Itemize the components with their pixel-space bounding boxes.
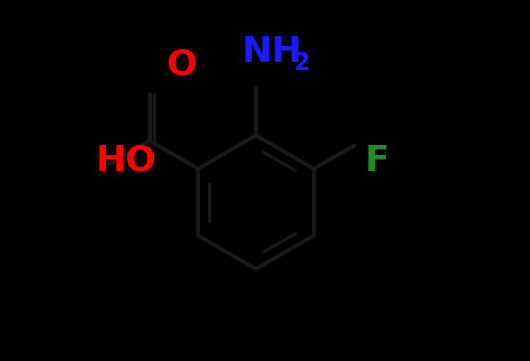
- Text: 2: 2: [293, 51, 310, 75]
- Text: F: F: [365, 144, 389, 178]
- Text: HO: HO: [95, 144, 156, 178]
- Text: O: O: [166, 48, 197, 82]
- Text: NH: NH: [242, 35, 303, 69]
